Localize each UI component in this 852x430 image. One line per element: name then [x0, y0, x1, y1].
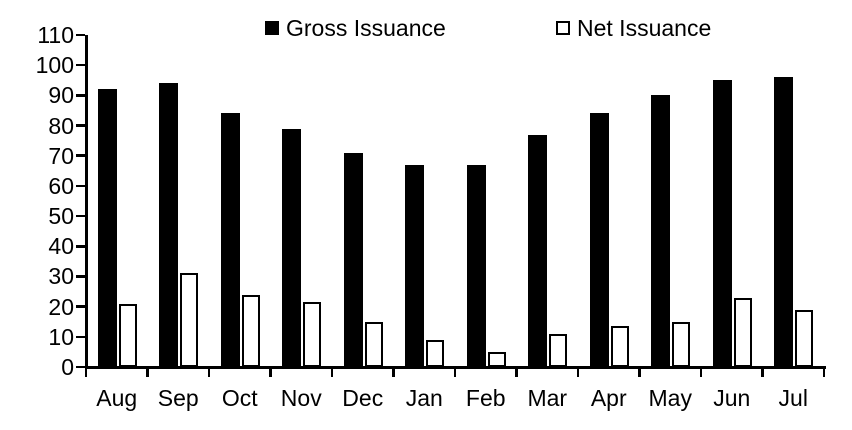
y-axis-tick-label: 30: [48, 263, 74, 290]
x-axis-category-label: Dec: [342, 385, 384, 411]
y-axis-tick-label: 60: [48, 172, 74, 199]
y-axis-tick-label: 10: [48, 323, 74, 350]
y-axis-tick: [75, 365, 85, 369]
y-axis-tick: [75, 245, 85, 248]
y-axis-tick: [75, 275, 85, 278]
x-axis-tick: [515, 368, 518, 377]
bar-net-issuance-oct: [241, 294, 260, 367]
x-axis-category-label: May: [648, 385, 692, 411]
x-axis: [84, 365, 826, 369]
legend-item-net-issuance: Net Issuance: [556, 15, 711, 41]
bar-net-issuance-may: [672, 321, 690, 367]
x-axis-tick: [453, 368, 457, 377]
y-axis-tick-label: 70: [48, 142, 74, 169]
y-axis-tick: [75, 63, 85, 67]
x-axis-category-label: Oct: [221, 385, 258, 411]
x-axis-tick: [761, 368, 764, 377]
x-axis-tick: [392, 368, 395, 377]
y-axis-tick: [75, 184, 85, 188]
y-axis-tick: [75, 154, 85, 157]
bar-net-issuance-dec: [364, 321, 383, 367]
x-axis-tick: [576, 368, 580, 377]
legend-label-gross-issuance: Gross Issuance: [286, 14, 446, 41]
y-axis-tick-label: 80: [48, 112, 74, 139]
bar-gross-issuance-mar: [528, 134, 547, 367]
x-axis-category-label: Sep: [157, 385, 199, 411]
y-axis-tick-label: 110: [37, 22, 74, 48]
bar-net-issuance-nov: [303, 302, 321, 367]
legend-label-net-issuance: Net Issuance: [577, 14, 712, 41]
x-axis-category-label: Mar: [527, 385, 568, 411]
bar-gross-issuance-apr: [589, 113, 609, 367]
bar-gross-issuance-jul: [774, 77, 793, 367]
net-issuance-swatch-icon: [556, 21, 570, 35]
bar-gross-issuance-nov: [282, 128, 301, 367]
y-axis-tick: [75, 305, 85, 308]
x-axis-tick: [207, 368, 211, 377]
bar-gross-issuance-aug: [97, 89, 117, 367]
bar-net-issuance-sep: [180, 273, 198, 367]
y-axis: [84, 35, 88, 368]
bar-net-issuance-jun: [733, 297, 752, 367]
y-axis-tick-label: 100: [35, 52, 74, 79]
y-axis-tick: [75, 94, 85, 97]
bar-gross-issuance-may: [651, 95, 670, 367]
bar-gross-issuance-jun: [712, 80, 732, 367]
bar-gross-issuance-dec: [343, 152, 363, 367]
bar-gross-issuance-oct: [220, 113, 240, 367]
x-axis-tick: [822, 368, 826, 377]
y-axis-tick: [75, 335, 85, 339]
x-axis-category-label: Jun: [713, 385, 751, 411]
bar-net-issuance-jul: [795, 309, 813, 367]
x-axis-tick: [699, 368, 703, 377]
x-axis-tick: [84, 368, 88, 377]
x-axis-tick: [269, 368, 272, 377]
bar-gross-issuance-jan: [405, 164, 424, 367]
x-axis-tick: [638, 368, 641, 377]
gross-issuance-swatch-icon: [265, 21, 279, 35]
y-axis-tick: [75, 214, 85, 218]
bar-net-issuance-jan: [426, 339, 444, 367]
y-axis-tick-label: 90: [48, 82, 74, 109]
x-axis-category-label: Aug: [96, 385, 138, 411]
bar-net-issuance-feb: [487, 351, 506, 367]
bar-gross-issuance-feb: [466, 164, 486, 367]
y-axis-tick-label: 20: [48, 293, 74, 320]
x-axis-category-label: Apr: [590, 385, 627, 411]
bar-net-issuance-aug: [118, 303, 137, 367]
bar-net-issuance-mar: [549, 333, 567, 367]
bar-gross-issuance-sep: [159, 83, 178, 367]
x-axis-category-label: Jul: [778, 385, 808, 411]
legend-item-gross-issuance: Gross Issuance: [265, 15, 446, 41]
x-axis-category-label: Jan: [405, 385, 443, 411]
y-axis-tick-label: 40: [48, 233, 74, 260]
y-axis-tick-label: 0: [61, 354, 74, 380]
y-axis-tick: [75, 33, 85, 37]
y-axis-tick-label: 50: [48, 203, 74, 230]
x-axis-tick: [146, 368, 149, 377]
x-axis-category-label: Nov: [280, 385, 322, 411]
bar-net-issuance-apr: [610, 326, 629, 367]
x-axis-tick: [330, 368, 334, 377]
x-axis-category-label: Feb: [465, 385, 506, 411]
y-axis-tick: [75, 124, 85, 127]
